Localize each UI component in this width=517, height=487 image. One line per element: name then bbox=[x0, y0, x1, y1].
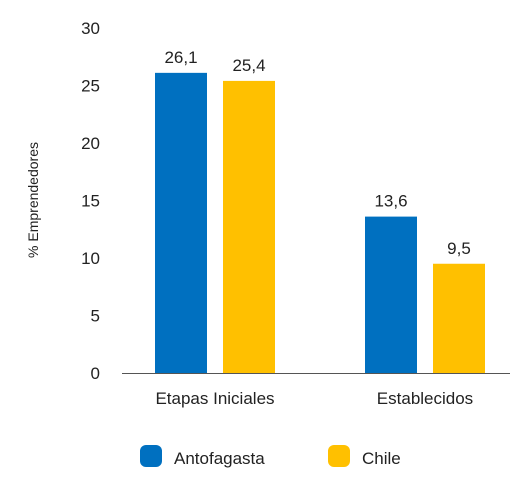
legend-swatch-chile bbox=[328, 445, 350, 467]
y-tick-label: 25 bbox=[81, 77, 100, 96]
y-tick-label: 5 bbox=[91, 307, 100, 326]
x-axis-categories: Etapas Iniciales Establecidos bbox=[155, 389, 473, 408]
x-category-label: Establecidos bbox=[377, 389, 473, 408]
legend-label-chile: Chile bbox=[362, 449, 401, 468]
legend-swatch-antofagasta bbox=[140, 445, 162, 467]
legend: Antofagasta Chile bbox=[140, 445, 401, 468]
y-tick-label: 10 bbox=[81, 249, 100, 268]
y-axis-ticks: 0 5 10 15 20 25 30 bbox=[81, 19, 100, 383]
data-label: 9,5 bbox=[447, 239, 471, 258]
y-tick-label: 0 bbox=[91, 364, 100, 383]
legend-label-antofagasta: Antofagasta bbox=[174, 449, 265, 468]
bar-antofagasta-1 bbox=[365, 216, 417, 373]
y-axis-label: % Emprendedores bbox=[25, 142, 41, 258]
data-labels: 26,1 25,4 13,6 9,5 bbox=[164, 48, 470, 258]
data-label: 13,6 bbox=[374, 192, 407, 211]
y-tick-label: 15 bbox=[81, 192, 100, 211]
data-label: 25,4 bbox=[232, 56, 265, 75]
bar-antofagasta-0 bbox=[155, 72, 207, 373]
y-tick-label: 30 bbox=[81, 19, 100, 38]
bars bbox=[155, 72, 485, 374]
x-category-label: Etapas Iniciales bbox=[155, 389, 274, 408]
data-label: 26,1 bbox=[164, 48, 197, 67]
bar-chile-1 bbox=[433, 263, 485, 373]
y-tick-label: 20 bbox=[81, 134, 100, 153]
bar-chile-0 bbox=[223, 80, 275, 374]
